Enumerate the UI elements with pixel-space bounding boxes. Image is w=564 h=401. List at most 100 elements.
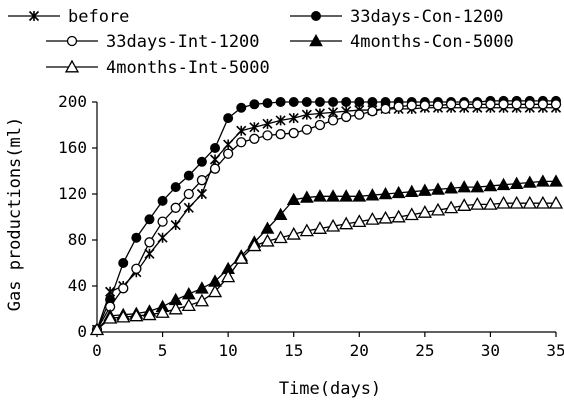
- data-point: [313, 189, 327, 202]
- data-point: [299, 190, 314, 203]
- data-point: [168, 301, 183, 315]
- data-point: [470, 197, 485, 210]
- data-point: [393, 101, 404, 112]
- data-point: [367, 97, 378, 107]
- x-tick-label: 30: [481, 341, 500, 360]
- data-point: [380, 103, 391, 115]
- data-point: [301, 109, 312, 120]
- series-5: [89, 195, 564, 336]
- data-point: [170, 202, 181, 213]
- data-point: [550, 99, 562, 110]
- data-point: [207, 284, 223, 298]
- data-point: [391, 209, 406, 223]
- x-tick-label: 5: [158, 341, 168, 360]
- data-point: [522, 195, 537, 209]
- data-point: [209, 154, 221, 165]
- data-point: [131, 232, 142, 243]
- data-point: [470, 180, 485, 193]
- data-point: [367, 106, 378, 117]
- data-point: [485, 99, 496, 110]
- data-point: [498, 99, 509, 110]
- plot-area: [89, 95, 564, 336]
- data-point: [509, 195, 524, 209]
- data-point: [288, 127, 299, 139]
- data-point: [417, 205, 432, 218]
- y-tick-label: 0: [77, 322, 87, 341]
- data-point: [404, 207, 419, 221]
- data-point: [196, 175, 208, 186]
- data-point: [223, 139, 234, 150]
- legend: before 33days-Con-1200 33days-Int-1200 4mon…: [8, 7, 514, 78]
- data-point: [536, 174, 550, 187]
- series-line: [96, 103, 556, 331]
- data-point: [103, 310, 118, 324]
- data-point: [483, 197, 498, 210]
- data-point: [314, 119, 326, 131]
- data-point: [275, 115, 286, 126]
- data-point: [419, 100, 431, 111]
- data-point: [118, 283, 129, 294]
- data-point: [299, 223, 314, 237]
- data-point: [181, 287, 196, 300]
- data-point: [432, 100, 444, 111]
- data-point: [496, 177, 511, 191]
- data-point: [365, 211, 380, 225]
- data-point: [431, 182, 445, 195]
- data-point: [496, 195, 511, 209]
- data-point: [144, 237, 155, 248]
- data-point: [328, 97, 339, 107]
- legend-item: 4months-Con-5000: [290, 32, 514, 52]
- data-point: [236, 102, 247, 113]
- data-point: [511, 99, 522, 110]
- data-point: [89, 322, 105, 336]
- x-tick-label: 25: [415, 341, 434, 360]
- y-axis-label: Gas productions(ml): [5, 117, 25, 311]
- data-point: [325, 218, 341, 232]
- y-tick-label: 40: [68, 276, 87, 295]
- data-point: [354, 109, 365, 120]
- data-point: [142, 307, 157, 321]
- data-point: [170, 182, 181, 193]
- data-point: [116, 309, 131, 323]
- data-point: [249, 122, 260, 133]
- data-point: [286, 226, 301, 240]
- data-point: [157, 232, 168, 243]
- data-point: [260, 233, 275, 247]
- data-point: [314, 108, 326, 119]
- legend-marker: [66, 35, 78, 47]
- data-point: [354, 97, 365, 107]
- data-point: [339, 189, 354, 202]
- data-point: [457, 198, 472, 211]
- data-point: [131, 263, 142, 274]
- data-point: [236, 137, 247, 148]
- data-point: [144, 248, 155, 259]
- data-point: [275, 129, 286, 140]
- data-point: [509, 176, 524, 189]
- data-point: [404, 184, 419, 197]
- data-point: [181, 298, 196, 312]
- data-point: [445, 99, 457, 110]
- data-point: [378, 186, 393, 200]
- legend-marker: [64, 59, 80, 73]
- legend-marker: [311, 11, 321, 21]
- data-point: [549, 174, 563, 187]
- data-point: [144, 214, 155, 225]
- series-3: [91, 99, 562, 335]
- legend-item: 33days-Con-1200: [290, 7, 504, 27]
- data-point: [196, 156, 207, 167]
- data-point: [194, 293, 210, 307]
- x-tick-label: 35: [546, 341, 564, 360]
- data-point: [301, 97, 312, 107]
- data-point: [365, 188, 380, 201]
- data-point: [129, 308, 144, 322]
- data-point: [247, 238, 262, 252]
- x-tick-label: 20: [350, 341, 369, 360]
- data-point: [195, 281, 209, 294]
- y-tick-label: 80: [68, 230, 87, 249]
- x-axis-label: Time(days): [279, 379, 381, 399]
- data-point: [234, 251, 249, 264]
- data-point: [391, 185, 406, 199]
- data-point: [352, 189, 367, 202]
- data-point: [535, 195, 550, 209]
- data-point: [537, 99, 549, 110]
